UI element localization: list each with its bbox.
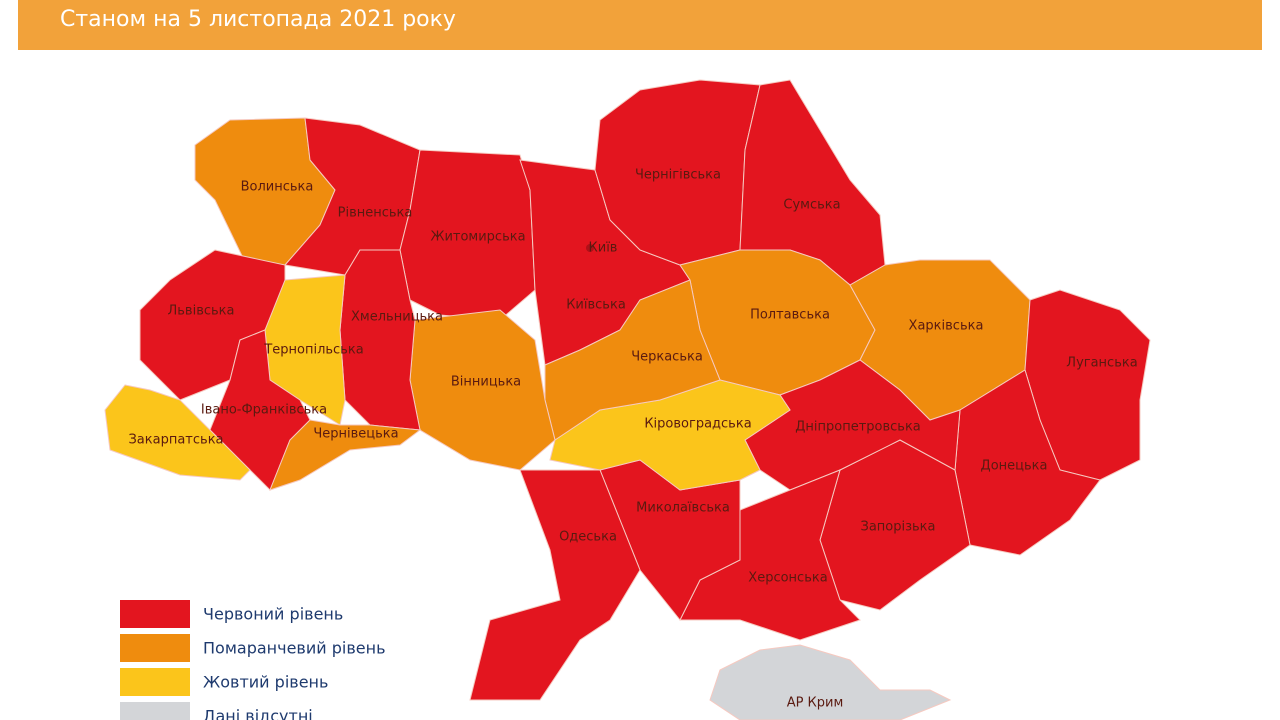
legend-label: Червоний рівень	[203, 605, 343, 624]
region	[409, 309, 556, 471]
labels: Волинська Рівненська Житомирська Київська Че…	[128, 168, 1137, 711]
region-label: Волинська	[241, 180, 314, 195]
subtitle: Станом на 5 листопада 2021 року	[60, 7, 456, 32]
legend-label: Жовтий рівень	[203, 673, 328, 692]
region-label: Чернігівська	[635, 168, 721, 183]
region-label: Черкаська	[631, 350, 703, 365]
legend-swatch	[120, 600, 190, 628]
region-label: Житомирська	[430, 230, 525, 245]
region	[269, 419, 422, 491]
region-label: Закарпатська	[128, 433, 223, 448]
region-label: Полтавська	[750, 308, 830, 323]
legend: Червоний рівень Помаранчевий рівень Жовтий…	[120, 600, 386, 720]
region-label: Одеська	[559, 530, 617, 545]
region-label: Донецька	[981, 459, 1048, 474]
region-label: Рівненська	[338, 206, 413, 221]
legend-swatch	[120, 668, 190, 696]
region-label: Хмельницька	[351, 310, 443, 325]
region-label: Харківська	[909, 319, 984, 334]
city-marker	[586, 244, 594, 252]
region-label: Миколаївська	[636, 501, 730, 516]
legend-swatch	[120, 702, 190, 720]
region-label: Дніпропетровська	[795, 420, 921, 435]
region-label: Львівська	[168, 304, 235, 319]
region-label: Кіровоградська	[644, 417, 751, 432]
city-label: Київ	[589, 241, 618, 256]
region-label: АР Крим	[787, 696, 844, 711]
region-label: Київська	[566, 298, 626, 313]
region-label: Тернопільська	[263, 343, 363, 358]
region-label: Вінницька	[451, 375, 521, 390]
region-label: Івано-Франківська	[201, 403, 327, 418]
region	[104, 384, 251, 481]
header-band	[18, 0, 1262, 50]
legend-label: Помаранчевий рівень	[203, 639, 386, 658]
region-label: Херсонська	[748, 571, 827, 586]
regions	[104, 79, 1151, 720]
legend-label: Дані відсутні	[203, 707, 313, 720]
region-label: Сумська	[783, 198, 840, 213]
region	[709, 644, 952, 720]
region-label: Чернівецька	[313, 427, 398, 442]
region-label: Запорізька	[860, 520, 935, 535]
region-label: Луганська	[1066, 356, 1137, 371]
region	[469, 469, 641, 701]
legend-swatch	[120, 634, 190, 662]
